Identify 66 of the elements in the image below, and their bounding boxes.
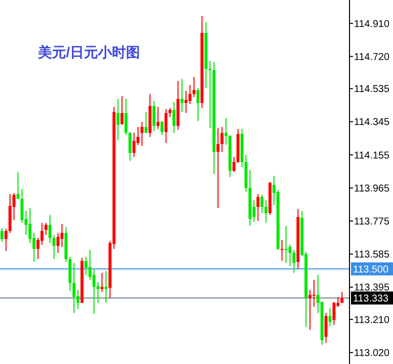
y-tick-label: 114.345 xyxy=(354,117,390,128)
candlestick xyxy=(256,194,260,222)
y-tick-label: 113.585 xyxy=(354,250,390,261)
candlestick xyxy=(188,84,192,104)
candlestick xyxy=(72,262,76,314)
candlestick xyxy=(140,121,144,146)
candlestick xyxy=(92,268,96,314)
candlestick xyxy=(260,194,264,214)
ref-line-label: 113.500 xyxy=(353,264,389,276)
candlestick xyxy=(340,291,344,304)
candlestick xyxy=(208,60,212,129)
candlestick xyxy=(60,223,64,248)
y-tick-label: 114.535 xyxy=(354,84,390,96)
candlestick xyxy=(184,90,188,114)
y-tick-label: 113.395 xyxy=(354,282,390,294)
candlestick xyxy=(56,232,60,254)
candlestick xyxy=(216,128,220,208)
candlestick xyxy=(192,76,196,98)
candlestick xyxy=(332,301,336,326)
y-tick-label: 113.020 xyxy=(354,348,390,360)
candlestick xyxy=(196,87,200,122)
candlestick xyxy=(0,227,4,242)
candlestick xyxy=(128,132,132,162)
y-tick-label: 113.965 xyxy=(354,183,390,194)
text: 美元/日元小时图 xyxy=(37,44,140,60)
candlestick xyxy=(220,126,224,152)
candlestick xyxy=(20,188,24,224)
candlestick xyxy=(48,214,52,244)
candlestick xyxy=(40,222,44,246)
candlestick xyxy=(4,228,8,252)
y-tick-label: 114.720 xyxy=(354,52,390,63)
y-tick-label: 113.210 xyxy=(354,314,390,326)
candlestick xyxy=(104,270,108,304)
candlestick xyxy=(120,95,124,126)
y-tick-label: 114.155 xyxy=(354,150,390,162)
candlestick xyxy=(100,272,104,292)
ref-line-label: 113.333 xyxy=(353,293,389,304)
candlestick xyxy=(224,117,228,146)
candlestick xyxy=(144,111,148,134)
candlestick xyxy=(164,108,168,144)
candlestick xyxy=(68,256,72,292)
candlestick xyxy=(180,78,184,112)
candlestick xyxy=(116,98,120,141)
candlestick xyxy=(284,225,288,264)
candlestick xyxy=(172,101,176,134)
candlestick xyxy=(84,256,88,276)
candlestick xyxy=(232,156,236,172)
candlestick xyxy=(124,98,128,136)
candlestick xyxy=(152,100,156,132)
y-tick-label: 113.775 xyxy=(354,216,390,228)
candlestick xyxy=(52,234,56,260)
candlestick xyxy=(168,107,172,118)
candlestick xyxy=(328,307,332,326)
candlestick xyxy=(324,312,328,344)
candlestick xyxy=(132,132,136,158)
candlestick xyxy=(156,106,160,130)
candlestick xyxy=(288,244,292,266)
candlestick xyxy=(16,171,20,200)
candlestick xyxy=(264,199,268,224)
y-tick-label: 114.910 xyxy=(354,18,390,30)
candlestick xyxy=(160,120,164,136)
candlestick xyxy=(312,279,316,308)
candlestick xyxy=(292,249,296,274)
candlestick xyxy=(308,289,312,330)
candlestick xyxy=(280,239,284,262)
candlestick xyxy=(44,222,48,236)
